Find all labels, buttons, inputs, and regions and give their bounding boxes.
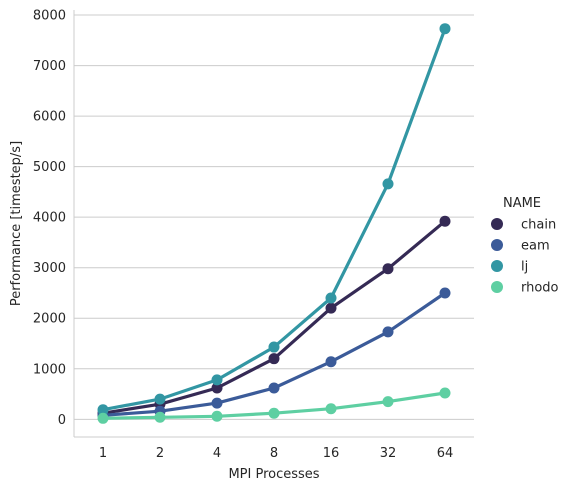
data-point-lj [154,393,166,405]
data-point-chain [211,382,223,394]
data-point-eam [382,326,394,338]
x-tick-label: 2 [156,446,164,461]
data-point-rhodo [325,403,337,415]
y-tick-label: 1000 [33,362,66,377]
x-axis-title: MPI Processes [228,467,319,482]
legend-label-chain: chain [521,218,556,233]
legend-label-lj: lj [521,260,528,275]
series-rhodo [97,387,451,424]
x-tick-label: 8 [270,446,278,461]
data-point-chain [382,263,394,275]
data-point-lj [97,404,109,416]
gridlines [74,14,474,420]
y-tick-label: 3000 [33,261,66,276]
y-tick-label: 4000 [33,211,66,226]
legend-marker-rhodo [491,281,503,293]
y-tick-label: 8000 [33,9,66,24]
data-point-rhodo [382,396,394,408]
legend-label-rhodo: rhodo [521,281,559,296]
y-axis-title: Performance [timestep/s] [9,141,24,306]
y-tick-label: 5000 [33,160,66,175]
data-point-lj [325,292,337,304]
data-point-eam [439,287,451,299]
x-tick-label: 4 [213,446,221,461]
data-point-lj [439,23,451,35]
data-point-rhodo [211,410,223,422]
series-lj [97,23,451,416]
data-point-rhodo [439,387,451,399]
data-point-lj [211,374,223,386]
x-tick-label: 16 [323,446,340,461]
legend-label-eam: eam [521,239,550,254]
data-point-lj [382,178,394,190]
data-point-chain [439,215,451,227]
data-point-rhodo [268,407,280,419]
x-tick-label: 32 [380,446,397,461]
series-group [97,23,451,424]
legend-title: NAME [503,196,541,211]
data-point-lj [268,341,280,353]
legend-marker-eam [491,239,503,251]
x-tick-label: 1 [99,446,107,461]
legend: NAME chain eam lj rhodo [491,196,559,296]
data-point-chain [325,302,337,314]
legend-marker-lj [491,260,503,272]
y-tick-label: 0 [58,413,66,428]
y-tick-labels: 0 1000 2000 3000 4000 5000 6000 7000 8000 [33,9,66,428]
data-point-eam [325,356,337,368]
y-tick-label: 7000 [33,59,66,74]
x-tick-label: 64 [437,446,454,461]
data-point-rhodo [97,412,109,424]
data-point-rhodo [154,411,166,423]
y-tick-label: 2000 [33,312,66,327]
legend-marker-chain [491,218,503,230]
y-tick-label: 6000 [33,110,66,125]
data-point-eam [268,382,280,394]
data-point-eam [211,397,223,409]
data-point-chain [268,353,280,365]
x-tick-labels: 1 2 4 8 16 32 64 [99,446,453,461]
